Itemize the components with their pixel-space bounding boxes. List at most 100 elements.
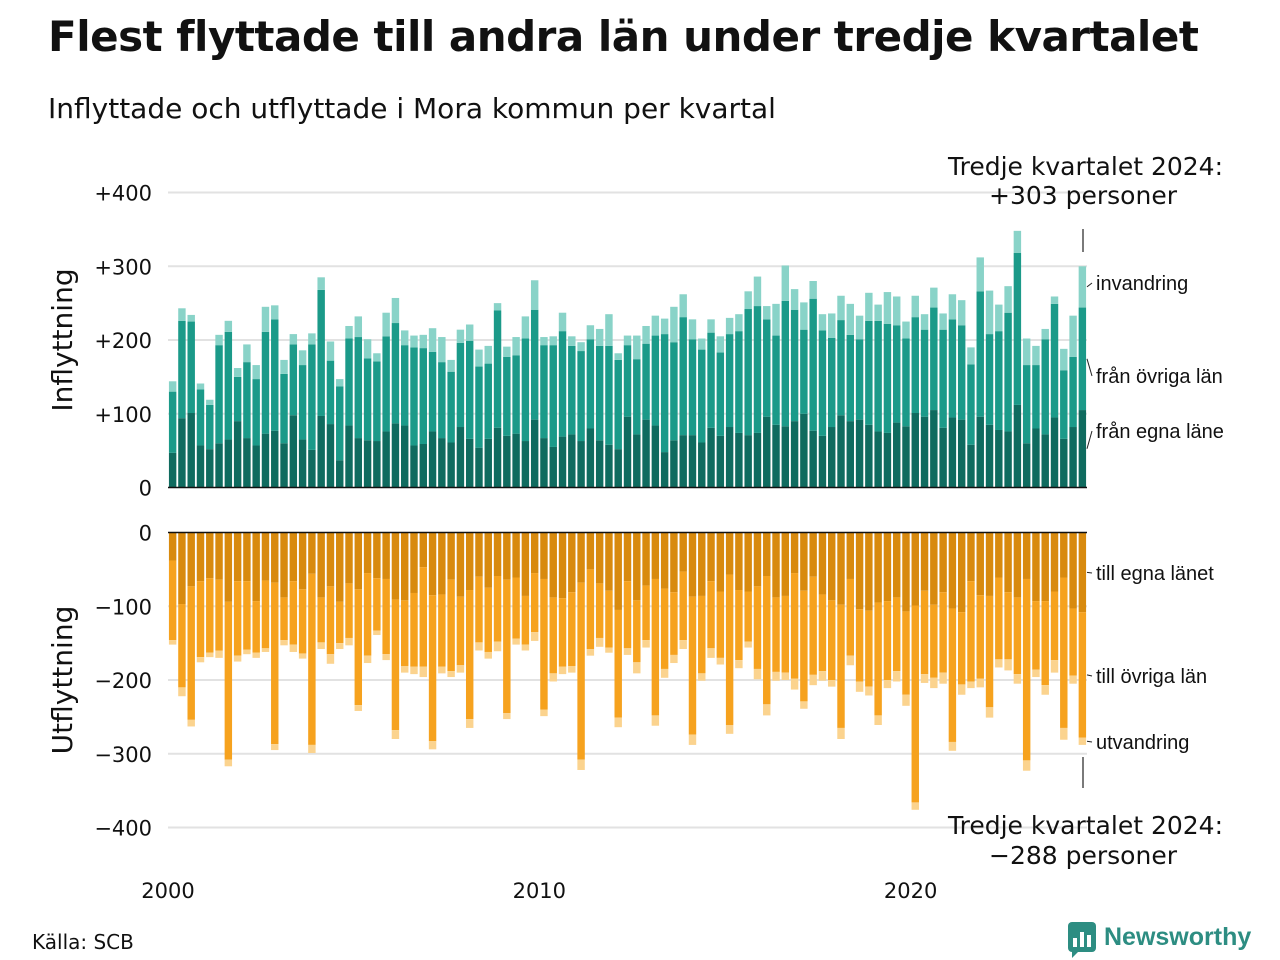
- bar-in-immigration: [772, 303, 780, 336]
- bar-in-own-county: [623, 416, 632, 488]
- bar-out-own-county: [1069, 532, 1077, 609]
- bar-in-own-county: [902, 426, 910, 488]
- bar-out-emigration: [809, 674, 817, 686]
- bar-out-own-county: [828, 532, 836, 601]
- bar-in-immigration: [401, 330, 409, 346]
- bar-out-own-county: [633, 532, 641, 601]
- bar-out-own-county: [317, 532, 325, 598]
- bar-out-own-county: [558, 532, 567, 599]
- bar-out-emigration: [679, 640, 687, 650]
- bar-in-own-county: [660, 452, 669, 488]
- bar-in-own-county: [595, 440, 604, 488]
- bar-in-own-county: [354, 438, 363, 488]
- bar-out-emigration: [725, 724, 734, 734]
- bar-out-own-county: [1032, 532, 1040, 602]
- bar-out-own-county: [577, 532, 585, 583]
- bar-out-own-county: [846, 532, 854, 579]
- bar-in-other-counties: [178, 320, 186, 419]
- bar-in-other-counties: [243, 362, 251, 439]
- bar-in-other-counties: [326, 360, 335, 425]
- bar-out-emigration: [948, 741, 957, 751]
- bar-in-own-county: [1050, 417, 1059, 488]
- bar-in-immigration: [1069, 315, 1077, 357]
- bar-in-immigration: [1013, 230, 1022, 253]
- bar-in-own-county: [865, 424, 873, 488]
- bar-in-other-counties: [772, 335, 780, 425]
- bar-out-emigration: [818, 671, 827, 681]
- bar-in-immigration: [753, 276, 762, 307]
- bar-out-other-counties: [865, 610, 873, 687]
- bar-in-own-county: [874, 431, 882, 488]
- bar-in-immigration: [326, 341, 335, 361]
- bar-in-own-county: [558, 436, 567, 488]
- bar-in-other-counties: [688, 339, 697, 436]
- bar-in-own-county: [716, 435, 725, 488]
- bar-out-other-counties: [168, 560, 177, 641]
- bar-out-emigration: [168, 640, 177, 645]
- bar-in-own-county: [233, 421, 242, 488]
- bar-in-other-counties: [1013, 252, 1022, 405]
- bar-out-other-counties: [605, 590, 613, 648]
- bar-out-own-county: [475, 532, 483, 577]
- bar-in-own-county: [187, 413, 195, 488]
- bar-in-immigration: [828, 313, 836, 338]
- bar-in-own-county: [512, 433, 520, 488]
- bar-in-own-county: [493, 427, 502, 488]
- series-label-emigration: utvandring: [1096, 732, 1189, 754]
- chart-logo-icon: [1068, 922, 1096, 958]
- bar-in-immigration: [206, 399, 214, 405]
- bar-in-own-county: [373, 441, 381, 488]
- bar-out-own-county: [995, 532, 1003, 578]
- y-tick-label: +400: [94, 182, 152, 206]
- bar-out-own-county: [363, 532, 372, 574]
- bar-in-own-county: [391, 423, 400, 488]
- bar-in-own-county: [744, 435, 752, 488]
- bar-in-immigration: [521, 316, 530, 339]
- bars-out: [168, 532, 1087, 810]
- bar-out-own-county: [1022, 532, 1031, 579]
- bar-out-own-county: [688, 532, 697, 597]
- bar-out-other-counties: [521, 595, 530, 645]
- bar-in-own-county: [920, 416, 929, 488]
- bar-in-immigration: [920, 314, 929, 330]
- brand-logo: Newsworthy: [1068, 922, 1251, 958]
- bar-in-own-county: [651, 425, 660, 488]
- bar-out-other-counties: [243, 581, 251, 650]
- bar-in-immigration: [698, 338, 706, 350]
- bar-out-own-county: [855, 532, 864, 610]
- bar-in-other-counties: [586, 339, 595, 429]
- bar-out-emigration: [920, 674, 929, 683]
- axes-layer: [168, 486, 1087, 534]
- bar-out-own-county: [772, 532, 780, 598]
- bar-in-own-county: [781, 426, 790, 488]
- bar-out-own-county: [401, 532, 409, 601]
- bar-in-own-county: [809, 430, 817, 488]
- bar-out-emigration: [252, 652, 260, 658]
- y-tick-label: +300: [94, 255, 152, 279]
- bar-in-immigration: [410, 335, 418, 348]
- bar-out-own-county: [1050, 532, 1059, 592]
- bar-in-own-county: [317, 415, 325, 488]
- bar-out-own-county: [939, 532, 947, 593]
- bar-out-other-counties: [1050, 591, 1059, 661]
- bars-in: [168, 230, 1087, 488]
- bar-out-other-counties: [957, 612, 966, 685]
- bar-out-own-county: [243, 532, 251, 582]
- bar-in-other-counties: [1069, 356, 1077, 428]
- bar-out-emigration: [456, 665, 465, 673]
- bar-in-own-county: [846, 421, 854, 488]
- bar-in-other-counties: [892, 325, 901, 423]
- bar-out-emigration: [577, 759, 585, 770]
- bar-out-emigration: [410, 666, 418, 675]
- bar-in-other-counties: [280, 373, 288, 444]
- bar-in-other-counties: [363, 358, 372, 441]
- bar-out-emigration: [512, 638, 520, 645]
- bar-in-other-counties: [753, 306, 762, 433]
- bar-out-own-county: [725, 532, 734, 575]
- bar-out-other-counties: [280, 597, 288, 641]
- bar-in-immigration: [1060, 348, 1068, 371]
- bar-in-immigration: [298, 350, 307, 366]
- bar-in-immigration: [354, 316, 363, 338]
- bar-in-other-counties: [568, 345, 576, 435]
- bar-in-immigration: [530, 280, 539, 310]
